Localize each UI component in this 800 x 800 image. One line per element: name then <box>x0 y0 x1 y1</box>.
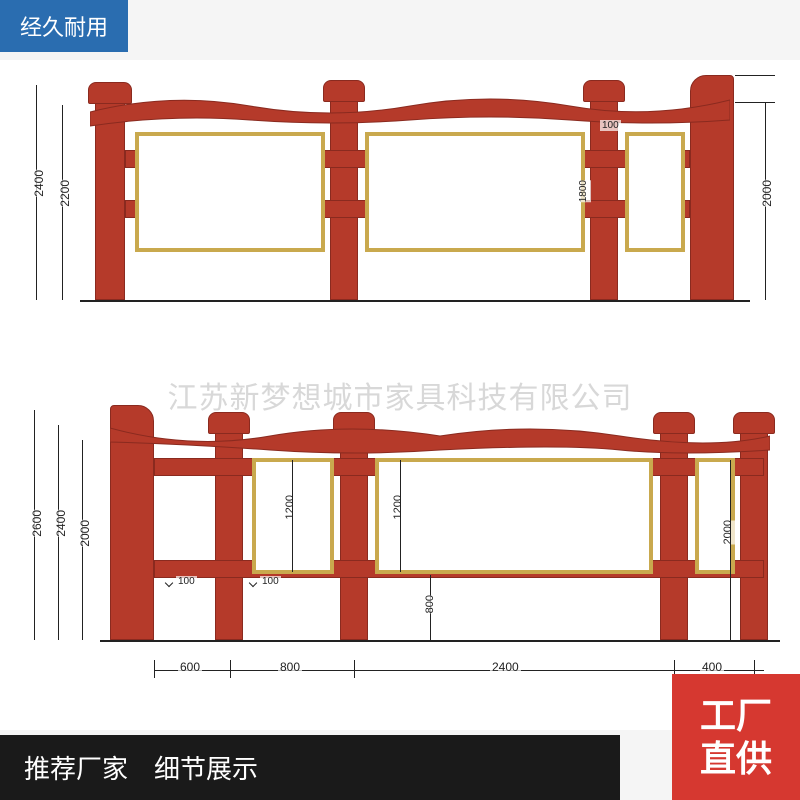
dim-label: 2400 <box>52 510 70 537</box>
dim-label: 2400 <box>490 660 521 674</box>
dim-label: 800 <box>278 660 302 674</box>
dim-label: 2000 <box>720 520 736 544</box>
dim-label: 100 <box>600 120 621 131</box>
dim-label: 2200 <box>56 180 74 207</box>
dim-label: 100 <box>176 576 197 587</box>
display-panel <box>625 132 685 252</box>
dim-label: 2000 <box>76 520 94 547</box>
dim-line <box>354 660 355 678</box>
factory-line2: 直供 <box>700 738 772 779</box>
wave-rail <box>110 420 770 460</box>
display-panel <box>365 132 585 252</box>
dim-tick <box>165 579 173 587</box>
dim-label: 1800 <box>576 180 591 202</box>
dim-label: 800 <box>422 595 438 613</box>
wave-rail <box>90 92 730 132</box>
dim-label: 400 <box>700 660 724 674</box>
elevation-drawing-top: 2400 2200 100 1800 2000 <box>30 70 790 330</box>
dim-label: 1200 <box>282 495 298 519</box>
factory-direct-badge: 工厂 直供 <box>672 674 800 800</box>
ground-line <box>100 640 780 642</box>
display-panel-large <box>375 458 653 574</box>
recommendation-badge: 推荐厂家 细节展示 <box>0 735 620 800</box>
dim-line <box>230 660 231 678</box>
dim-line <box>730 460 731 640</box>
elevation-drawing-bottom: 2600 2400 2000 1200 1200 800 <box>30 400 790 710</box>
dim-label: 2000 <box>758 180 776 207</box>
dim-line <box>400 460 401 572</box>
dim-label: 100 <box>260 576 281 587</box>
dim-label: 600 <box>178 660 202 674</box>
dim-label: 2400 <box>30 170 48 197</box>
ground-line <box>80 300 750 302</box>
dim-line <box>735 102 775 103</box>
durability-badge: 经久耐用 <box>0 0 128 52</box>
dim-label: 2600 <box>28 510 46 537</box>
dim-line <box>292 460 293 572</box>
display-panel <box>135 132 325 252</box>
company-watermark: 江苏新梦想城市家具科技有限公司 <box>168 373 633 417</box>
dim-line <box>154 660 155 678</box>
dim-line <box>735 75 775 76</box>
factory-line1: 工厂 <box>700 695 772 736</box>
diagram-container: 江苏新梦想城市家具科技有限公司 2400 2200 100 1800 <box>0 60 800 730</box>
display-panel-narrow <box>695 458 735 574</box>
dim-line <box>154 670 764 671</box>
dim-label: 1200 <box>390 495 406 519</box>
dim-tick <box>249 579 257 587</box>
